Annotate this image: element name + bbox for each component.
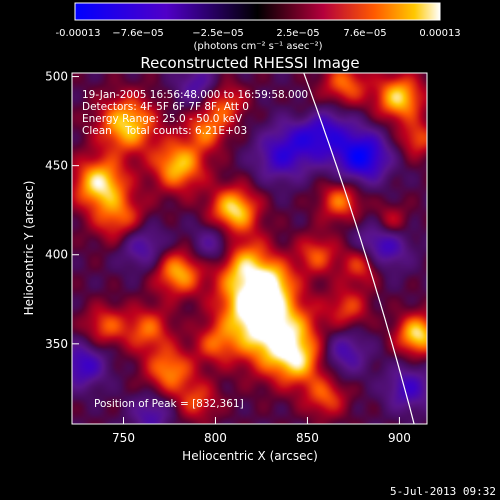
colorbar-tick-label: 0.00013 bbox=[419, 28, 460, 39]
colorbar-tick-label: -0.00013 bbox=[56, 28, 101, 39]
colorbar-tick-label: −7.6e−05 bbox=[112, 28, 164, 39]
y-axis-ticks: 350 400 450 500 bbox=[45, 70, 79, 351]
y-tick-label: 350 bbox=[45, 337, 68, 351]
x-tick-label: 800 bbox=[204, 431, 227, 445]
annotation-time-range: 19-Jan-2005 16:56:48.000 to 16:59:58.000 bbox=[82, 89, 308, 101]
colorbar-ticks: -0.00013 −7.6e−05 −2.5e−05 2.5e−05 7.6e−05 0.… bbox=[56, 28, 461, 39]
footer-date: 5-Jul-2013 09:32 bbox=[390, 485, 496, 498]
colorbar bbox=[74, 2, 441, 21]
x-tick-label: 750 bbox=[112, 431, 135, 445]
y-tick-label: 500 bbox=[45, 70, 68, 84]
y-axis-label: Heliocentric Y (arcsec) bbox=[22, 181, 36, 316]
x-tick-label: 900 bbox=[388, 431, 411, 445]
y-tick-label: 400 bbox=[45, 248, 68, 262]
peak-position-label: Position of Peak = [832,361] bbox=[94, 398, 244, 410]
colorbar-unit-label: (photons cm⁻² s⁻¹ asec⁻²) bbox=[193, 41, 322, 52]
annotation-detectors: Detectors: 4F 5F 6F 7F 8F, Att 0 bbox=[82, 101, 249, 113]
solar-limb-line bbox=[303, 73, 415, 424]
colorbar-tick-label: 2.5e−05 bbox=[276, 28, 319, 39]
plot-frame bbox=[71, 72, 428, 425]
x-tick-label: 850 bbox=[296, 431, 319, 445]
colorbar-tick-label: −2.5e−05 bbox=[192, 28, 244, 39]
x-axis-ticks: 750 800 850 900 bbox=[112, 417, 411, 445]
annotation-energy-range: Energy Range: 25.0 - 50.0 keV bbox=[82, 113, 243, 125]
colorbar-tick-label: 7.6e−05 bbox=[343, 28, 386, 39]
heatmap-image bbox=[72, 73, 427, 424]
y-tick-label: 450 bbox=[45, 159, 68, 173]
annotation-block: 19-Jan-2005 16:56:48.000 to 16:59:58.000… bbox=[82, 89, 308, 137]
chart-title: Reconstructed RHESSI Image bbox=[140, 54, 359, 72]
annotation-clean-counts: Clean Total counts: 6.21E+03 bbox=[82, 125, 247, 137]
x-axis-label: Heliocentric X (arcsec) bbox=[182, 449, 318, 463]
